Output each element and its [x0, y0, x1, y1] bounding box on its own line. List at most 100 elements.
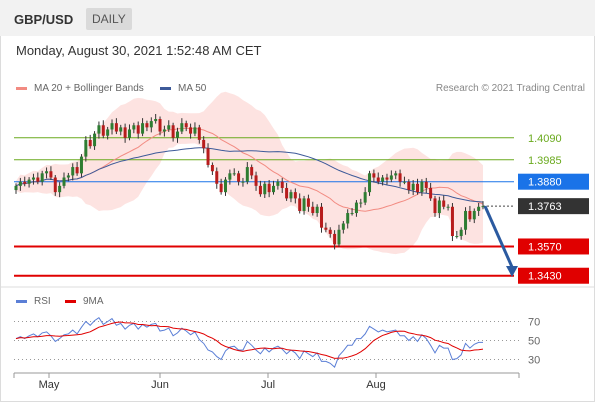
candle-body	[27, 179, 31, 184]
bollinger-label: MA 20 + Bollinger Bands	[34, 83, 144, 94]
legend-rsi-ma: 9MA	[65, 296, 104, 307]
candle-body	[324, 227, 328, 230]
candle-body	[350, 213, 354, 215]
candle-body	[420, 181, 424, 193]
candle-body	[23, 181, 27, 184]
candle-body	[285, 187, 289, 199]
symbol-label: GBP/USD	[14, 12, 74, 27]
candle-body	[123, 127, 127, 138]
candle-body	[267, 183, 271, 193]
candle-body	[450, 206, 454, 237]
candle-body	[333, 233, 337, 245]
top-bar: GBP/USD DAILY	[0, 0, 595, 36]
candle-body	[93, 133, 97, 147]
candle-body	[241, 181, 245, 183]
candle-body	[250, 167, 254, 176]
candle-body	[71, 167, 75, 176]
candle-body	[197, 127, 201, 140]
candle-body	[320, 206, 324, 228]
level-tag-label: 1.3430	[528, 271, 562, 283]
x-tick-label: Jun	[151, 379, 169, 391]
candle-body	[45, 171, 49, 174]
level-label: 1.4090	[528, 133, 562, 145]
candle-body	[232, 173, 236, 175]
candle-body	[237, 173, 241, 182]
candle-body	[481, 206, 485, 208]
candle-body	[219, 183, 223, 193]
candle-body	[106, 129, 110, 136]
candle-body	[455, 236, 459, 238]
level-tag	[518, 198, 589, 215]
candle-body	[36, 177, 40, 182]
candle-body	[411, 183, 415, 191]
candle-body	[228, 173, 232, 180]
candle-body	[376, 177, 380, 182]
bollinger-band	[16, 91, 483, 255]
rsi-line	[15, 317, 483, 368]
candle-body	[127, 129, 131, 138]
ma50-line	[15, 147, 484, 203]
candle-body	[202, 139, 206, 149]
candle-body	[328, 229, 332, 234]
candle-body	[114, 123, 118, 132]
rsi-level-label: 70	[528, 317, 540, 329]
candle-body	[385, 177, 389, 180]
candle-body	[433, 198, 437, 214]
candle-body	[175, 131, 179, 138]
candle-body	[424, 181, 428, 188]
candle-body	[280, 181, 284, 188]
candle-body	[346, 213, 350, 224]
candle-body	[84, 139, 88, 157]
candle-body	[110, 123, 114, 130]
candle-body	[132, 125, 136, 130]
candle-body	[398, 173, 402, 182]
candle-body	[381, 177, 385, 182]
legend-rsi: RSI	[16, 296, 51, 307]
x-tick-label: Aug	[366, 379, 386, 391]
candle-body	[53, 177, 57, 193]
candle-body	[97, 125, 101, 134]
candle-body	[171, 125, 175, 138]
candle-body	[215, 171, 219, 184]
candle-body	[79, 156, 83, 174]
legend-ma50: MA 50	[160, 83, 206, 94]
candle-body	[372, 173, 376, 178]
candle-body	[359, 202, 363, 204]
candle-body	[180, 123, 184, 132]
candle-body	[18, 181, 22, 186]
candle-body	[464, 210, 468, 230]
level-tag	[518, 173, 589, 190]
candle-body	[14, 185, 18, 191]
candle-body	[363, 192, 367, 203]
level-tag-label: 1.3763	[528, 201, 562, 213]
candle-body	[459, 229, 463, 237]
candle-body	[167, 125, 171, 130]
candle-body	[75, 167, 79, 174]
level-tag-label: 1.3570	[528, 241, 562, 253]
candle-body	[40, 173, 44, 182]
candle-body	[298, 198, 302, 211]
bollinger-swatch	[16, 87, 27, 90]
candle-body	[258, 185, 262, 195]
candle-body	[223, 179, 227, 193]
candle-body	[158, 119, 162, 132]
candle-body	[416, 183, 420, 193]
candle-body	[101, 125, 105, 136]
level-label: 1.3985	[528, 155, 562, 167]
candle-body	[119, 127, 123, 132]
credit-text: Research © 2021 Trading Central	[435, 83, 585, 94]
candle-body	[442, 200, 446, 207]
rsi-ma-line	[15, 321, 484, 359]
rsi-swatch	[16, 300, 27, 303]
candle-body	[58, 185, 62, 193]
candle-body	[394, 173, 398, 176]
candle-body	[354, 202, 358, 214]
candle-body	[402, 181, 406, 183]
candle-body	[62, 177, 66, 186]
candle-body	[245, 167, 249, 182]
candle-body	[302, 198, 306, 211]
x-tick-label: May	[39, 379, 60, 391]
timeframe-button[interactable]: DAILY	[86, 8, 132, 30]
candle-body	[437, 200, 441, 214]
x-tick-label: Jul	[261, 379, 275, 391]
